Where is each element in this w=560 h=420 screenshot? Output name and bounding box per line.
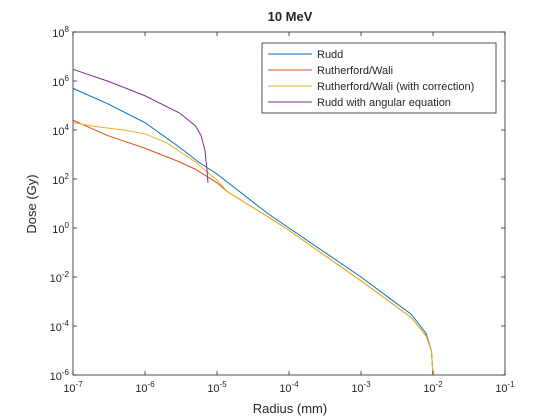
x-tick-exponent: -2: [436, 380, 444, 389]
x-tick-exponent: -3: [364, 380, 372, 389]
x-tick-base: 10: [135, 383, 147, 395]
y-tick-exponent: -6: [62, 368, 70, 377]
legend-label: Rutherford/Wali: [317, 65, 393, 77]
legend: Rudd Rutherford/Wali Rutherford/Wali (with…: [262, 43, 496, 113]
x-axis-label: Radius (mm): [253, 401, 327, 416]
y-tick-exponent: 0: [65, 221, 70, 230]
y-axis-label: Dose (Gy): [24, 174, 39, 233]
x-tick-base: 10: [279, 383, 291, 395]
y-tick-exponent: -4: [62, 319, 70, 328]
x-tick-base: 10: [207, 383, 219, 395]
y-tick-base: 10: [50, 322, 62, 334]
x-tick-exponent: -7: [76, 380, 84, 389]
chart-title: 10 MeV: [268, 9, 313, 24]
x-tick-base: 10: [423, 383, 435, 395]
y-tick-exponent: 8: [65, 25, 70, 34]
x-tick-exponent: -6: [148, 380, 156, 389]
legend-label: Rudd with angular equation: [317, 97, 451, 109]
y-tick-base: 10: [50, 273, 62, 285]
y-tick-base: 10: [52, 126, 64, 138]
y-tick-exponent: 2: [65, 172, 70, 181]
y-tick-base: 10: [50, 371, 62, 383]
x-tick-base: 10: [63, 383, 75, 395]
legend-label: Rudd: [317, 49, 343, 61]
x-tick-exponent: -5: [220, 380, 228, 389]
x-tick-base: 10: [495, 383, 507, 395]
y-tick-exponent: 4: [65, 123, 70, 132]
y-tick-exponent: 6: [65, 74, 70, 83]
x-tick-exponent: -1: [508, 380, 516, 389]
x-tick-exponent: -4: [292, 380, 300, 389]
y-tick-base: 10: [52, 175, 64, 187]
legend-label: Rutherford/Wali (with correction): [317, 81, 474, 93]
y-tick-base: 10: [52, 28, 64, 40]
y-tick-exponent: -2: [62, 270, 70, 279]
y-tick-base: 10: [52, 224, 64, 236]
y-tick-base: 10: [52, 77, 64, 89]
x-tick-base: 10: [351, 383, 363, 395]
